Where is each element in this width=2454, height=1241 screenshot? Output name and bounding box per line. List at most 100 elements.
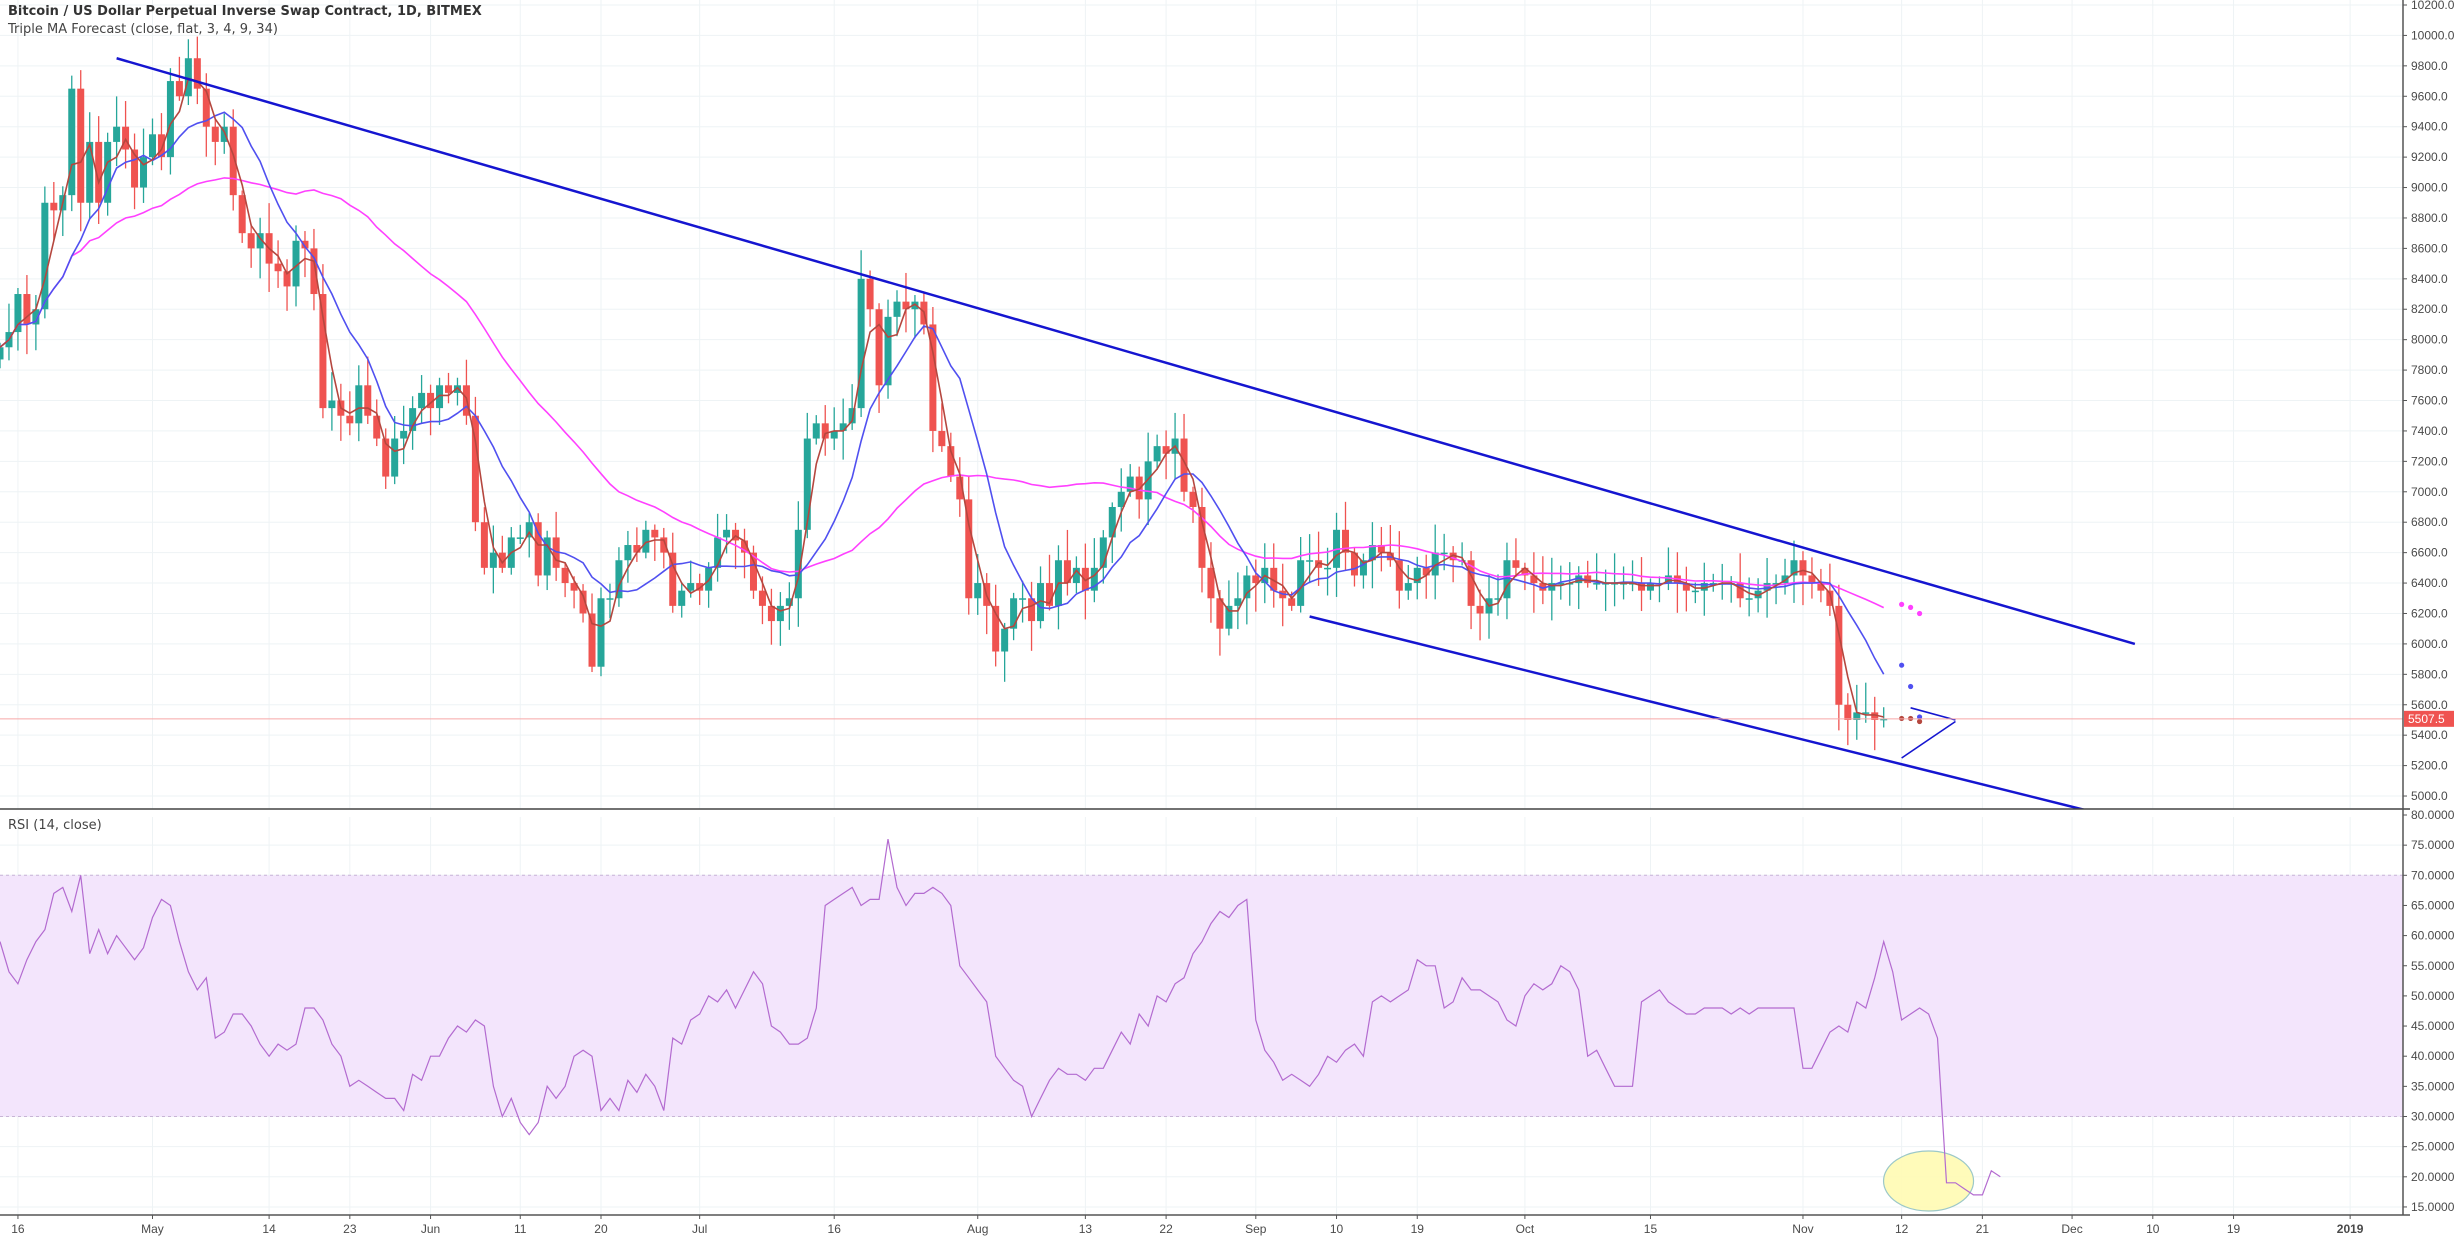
candle-down[interactable] — [956, 457, 964, 517]
candle-down[interactable] — [992, 584, 1000, 667]
candle-up[interactable] — [1153, 434, 1161, 470]
candle-down[interactable] — [651, 524, 659, 561]
candle-up[interactable] — [1108, 502, 1116, 564]
candle-up[interactable] — [615, 547, 623, 607]
candle-up[interactable] — [687, 560, 695, 598]
candle-up[interactable] — [104, 132, 112, 216]
candle-up[interactable] — [32, 295, 40, 351]
candle-down[interactable] — [1530, 552, 1538, 613]
candle-down[interactable] — [95, 116, 103, 224]
candle-down[interactable] — [1638, 557, 1646, 612]
candle-up[interactable] — [884, 299, 892, 399]
candle-down[interactable] — [1270, 543, 1278, 608]
candle-up[interactable] — [714, 513, 722, 582]
candle-down[interactable] — [122, 101, 130, 169]
candle-down[interactable] — [337, 383, 345, 441]
candle-down[interactable] — [947, 432, 955, 482]
candle-down[interactable] — [274, 240, 282, 288]
candle-up[interactable] — [489, 525, 497, 594]
candle-up[interactable] — [1413, 556, 1421, 600]
candle-down[interactable] — [1682, 566, 1690, 612]
candle-down[interactable] — [480, 507, 488, 575]
candle-up[interactable] — [184, 39, 192, 106]
candle-up[interactable] — [400, 405, 408, 465]
candle-up[interactable] — [1297, 536, 1305, 613]
candle-down[interactable] — [866, 270, 874, 327]
candle-down[interactable] — [77, 70, 85, 232]
candle-down[interactable] — [821, 405, 829, 456]
candle-down[interactable] — [875, 303, 883, 413]
candle-down[interactable] — [1198, 487, 1206, 593]
candle-up[interactable] — [140, 128, 148, 203]
candle-up[interactable] — [328, 372, 336, 431]
candle-down[interactable] — [1216, 589, 1224, 656]
candle-down[interactable] — [1539, 556, 1547, 605]
candle-down[interactable] — [1422, 554, 1430, 599]
candle-down[interactable] — [1584, 560, 1592, 588]
candle-up[interactable] — [624, 530, 632, 583]
candle-down[interactable] — [229, 109, 237, 211]
candle-down[interactable] — [1045, 554, 1053, 611]
candle-up[interactable] — [1010, 592, 1018, 641]
candle-down[interactable] — [238, 190, 246, 243]
candle-up[interactable] — [86, 112, 94, 219]
candle-down[interactable] — [1189, 486, 1197, 523]
candle-up[interactable] — [1037, 566, 1045, 629]
candle-down[interactable] — [1395, 531, 1403, 609]
candle-down[interactable] — [1476, 589, 1484, 641]
candle-up[interactable] — [1001, 622, 1009, 682]
candle-down[interactable] — [1799, 551, 1807, 606]
candle-down[interactable] — [660, 527, 668, 569]
candle-down[interactable] — [202, 73, 210, 157]
candle-down[interactable] — [1817, 568, 1825, 603]
candle-down[interactable] — [211, 118, 219, 166]
oversold-highlight-ellipse[interactable] — [1882, 1150, 1975, 1212]
candle-up[interactable] — [830, 407, 838, 450]
candle-down[interactable] — [462, 359, 470, 425]
candle-up[interactable] — [543, 530, 551, 591]
candle-down[interactable] — [1736, 553, 1744, 608]
candle-down[interactable] — [247, 224, 255, 268]
candle-down[interactable] — [1350, 547, 1358, 587]
time-axis[interactable]: 16 May 14 23 Jun 11 20 Jul 16 Aug 13 22 Sep 10 19 Oct 15… — [11, 1215, 2364, 1236]
candle-up[interactable] — [1485, 574, 1493, 639]
candle-up[interactable] — [418, 375, 426, 424]
candle-down[interactable] — [175, 56, 183, 101]
rsi-axis[interactable]: 80.0000 75.0000 70.0000 65.0000 60.0000 55.00… — [2403, 808, 2454, 1214]
lower-channel-trendline[interactable] — [1309, 615, 2091, 813]
candle-down[interactable] — [364, 356, 372, 424]
candle-up[interactable] — [597, 587, 605, 677]
candle-up[interactable] — [1781, 558, 1789, 595]
candle-down[interactable] — [498, 535, 506, 573]
candle-down[interactable] — [427, 384, 435, 436]
candle-down[interactable] — [1808, 557, 1816, 599]
candle-up[interactable] — [0, 342, 4, 369]
candle-up[interactable] — [1772, 574, 1780, 605]
candles[interactable] — [0, 36, 1888, 751]
candle-up[interactable] — [436, 377, 444, 425]
candle-down[interactable] — [579, 584, 587, 623]
candle-up[interactable] — [1602, 569, 1610, 612]
candle-down[interactable] — [1512, 538, 1520, 578]
candle-down[interactable] — [561, 562, 569, 598]
candle-up[interactable] — [516, 524, 524, 544]
candle-down[interactable] — [1135, 466, 1143, 519]
candle-up[interactable] — [1099, 530, 1107, 584]
candle-down[interactable] — [319, 264, 327, 419]
candle-down[interactable] — [382, 428, 390, 489]
candle-up[interactable] — [1494, 574, 1502, 616]
candle-up[interactable] — [1359, 553, 1367, 589]
candle-up[interactable] — [1790, 540, 1798, 603]
candle-up[interactable] — [794, 501, 802, 627]
candle-up[interactable] — [1611, 553, 1619, 607]
candle-up[interactable] — [1090, 538, 1098, 603]
candle-down[interactable] — [552, 511, 560, 581]
candle-down[interactable] — [1342, 501, 1349, 571]
candle-down[interactable] — [588, 593, 596, 673]
candle-up[interactable] — [1368, 522, 1376, 589]
candle-up[interactable] — [1646, 578, 1654, 600]
candle-up[interactable] — [1117, 468, 1125, 532]
candle-up[interactable] — [1655, 576, 1663, 603]
candle-up[interactable] — [1072, 556, 1080, 594]
